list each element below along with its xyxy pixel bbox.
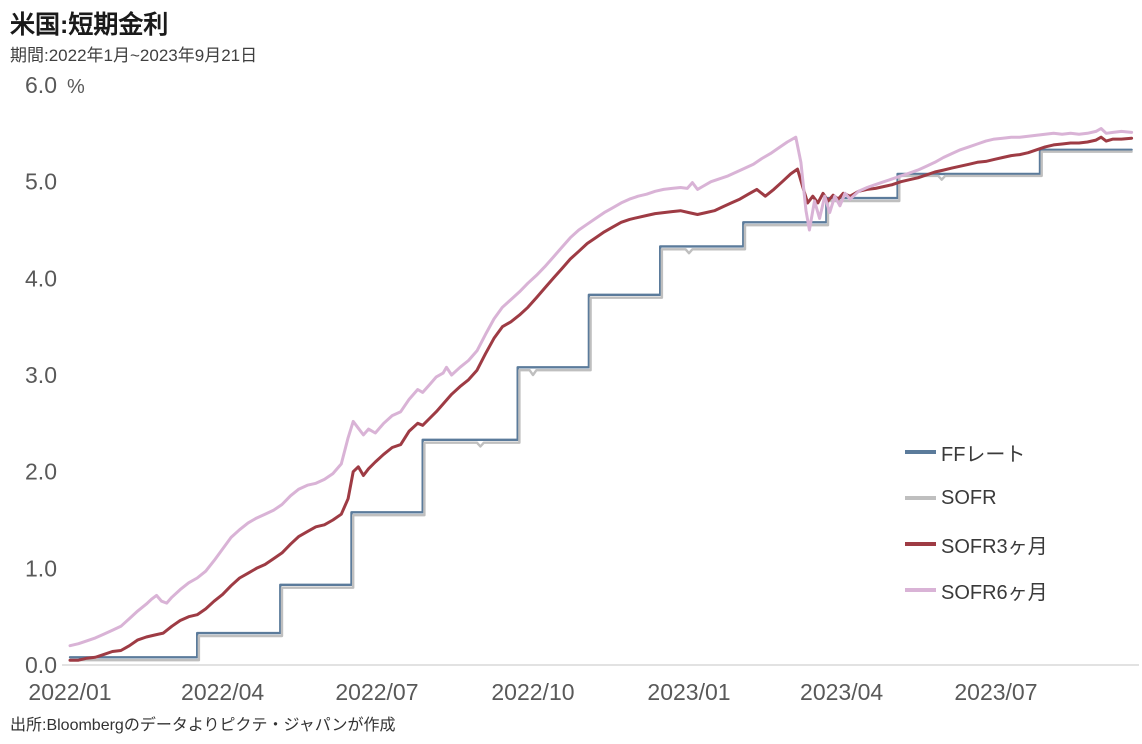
legend: FFレート SOFR SOFR3ヶ月 SOFR6ヶ月 [905,429,1048,613]
y-tick-label: 5.0 [25,169,57,195]
legend-item-2: SOFR [905,475,1048,521]
x-tick-label: 2022/07 [335,679,418,705]
y-tick-label: 4.0 [25,265,57,291]
series-line-1 [68,148,1133,659]
chart-subtitle: 期間:2022年1月~2023年9月21日 [10,46,258,65]
source-note: 出所:Bloombergのデータよりピクテ・ジャパンが作成 [10,717,396,734]
legend-item-1: FFレート [905,429,1048,475]
y-tick-label: 1.0 [25,555,57,581]
series-line-3 [68,135,1134,662]
x-tick-label: 2023/07 [954,679,1037,705]
y-axis-unit-label: % [67,76,85,98]
y-tick-label: 3.0 [25,362,57,388]
legend-item-4: SOFR6ヶ月 [905,567,1048,613]
legend-swatch-3 [905,542,936,546]
chart-title: 米国:短期金利 [10,11,169,39]
legend-swatch-2 [905,496,936,500]
y-tick-label: 2.0 [25,459,57,485]
x-tick-label: 2022/10 [491,679,574,705]
legend-item-3: SOFR3ヶ月 [905,521,1048,567]
series-line-2 [68,150,1133,662]
legend-label-1: FFレート [941,443,1026,466]
series-line-4 [68,127,1134,648]
legend-label-2: SOFR [941,486,997,509]
legend-swatch-4 [905,588,936,592]
x-tick-label: 2023/01 [647,679,730,705]
x-tick-label: 2022/04 [181,679,264,705]
legend-swatch-1 [905,450,936,454]
x-tick-label: 2023/04 [800,679,883,705]
y-tick-label: 6.0 [25,72,57,98]
x-tick-label: 2022/01 [28,679,111,705]
legend-label-4: SOFR6ヶ月 [941,581,1048,604]
legend-label-3: SOFR3ヶ月 [941,535,1048,558]
y-tick-label: 0.0 [25,652,57,678]
